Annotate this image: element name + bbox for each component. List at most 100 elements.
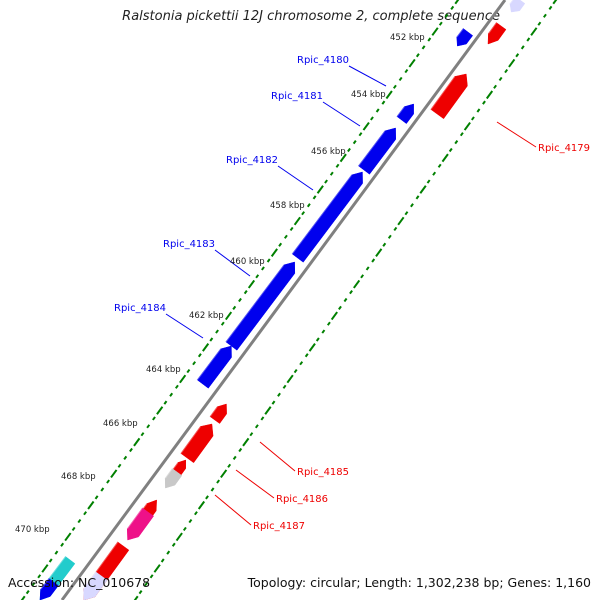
inner-ring-tick — [140, 432, 145, 437]
outer-ring-tick — [426, 179, 431, 184]
leader-line-reverse — [496, 121, 537, 148]
gene-top-pale-highlight — [509, 0, 514, 5]
gene-top-red — [487, 22, 507, 45]
gene-rpic-4180-highlight — [396, 106, 405, 117]
outer-ring-tick — [441, 153, 449, 163]
outer-ring-tick — [471, 116, 475, 121]
outer-ring-tick — [293, 368, 298, 374]
inner-ring-tick — [266, 258, 271, 263]
inner-ring-tick — [41, 564, 49, 573]
outer-ring-tick — [175, 532, 183, 542]
kbp-tick-labels: 452 kbp 454 kbp 456 kbp 458 kbp 460 kbp 462 k… — [15, 33, 425, 535]
gene-bottom-pale — [83, 571, 108, 600]
gene-lower-blue-highlight — [40, 577, 50, 590]
inner-ring-tick — [174, 384, 179, 389]
outer-ring-tick — [220, 469, 228, 479]
inner-ring-tick — [398, 76, 403, 82]
inner-ring-tick — [438, 21, 443, 26]
gene-label-reverse: Rpic_4186 — [276, 494, 328, 505]
outer-ring-tick — [454, 140, 459, 145]
outer-ring-tick — [308, 343, 316, 352]
outer-ring-tick — [419, 185, 427, 194]
inner-ring-tick — [152, 416, 156, 421]
outer-ring-tick — [182, 526, 187, 532]
outer-ring-tick — [330, 311, 338, 321]
inner-ring-tick — [220, 321, 225, 326]
gene-rpic-4183-highlight — [225, 264, 285, 343]
inner-ring-tick — [450, 5, 455, 10]
inner-ring-tick — [278, 242, 283, 247]
inner-ring-tick — [415, 53, 420, 58]
inner-ring-tick — [358, 132, 363, 137]
inner-ring-tick — [270, 248, 278, 257]
outer-ring-tick — [138, 590, 143, 595]
inner-ring-tick — [444, 13, 449, 18]
outer-ring-tick — [194, 511, 198, 516]
gene-rpic-4185 — [209, 403, 227, 424]
inner-ring-tick — [129, 447, 133, 453]
inner-ring-tick — [370, 116, 374, 121]
outer-ring-tick — [315, 337, 320, 342]
inner-ring-tick — [94, 495, 99, 500]
kbp-tick-label: 468 kbp — [61, 472, 96, 482]
outer-ring-tick — [286, 374, 294, 384]
gene-rpic-4187-highlight — [164, 468, 173, 479]
outer-ring-tick — [133, 595, 139, 600]
gene-rpic-4181 — [357, 127, 397, 175]
inner-ring-tick — [169, 392, 174, 397]
outer-ring-tick — [216, 479, 220, 484]
outer-ring-tick — [326, 321, 331, 326]
outer-ring-tick — [353, 279, 361, 289]
inner-ring-tick — [324, 179, 328, 184]
outer-ring-tick — [188, 518, 193, 524]
outer-ring-tick — [504, 68, 509, 74]
outer-ring-tick — [232, 455, 237, 460]
gene-rpic-4181-highlight — [357, 130, 386, 167]
outer-ring-tick — [149, 574, 154, 579]
outer-ring-tick — [463, 121, 471, 131]
outer-ring-tick — [365, 266, 370, 271]
gene-rpic-4182-highlight — [291, 174, 353, 255]
inner-ring-tick — [347, 147, 351, 153]
inner-ring-tick — [392, 84, 397, 89]
outer-ring-tick — [404, 211, 409, 216]
gene-label-reverse: Rpic_4179 — [538, 143, 590, 154]
outer-ring-tick — [437, 163, 442, 168]
outer-ring-tick — [304, 353, 309, 358]
kbp-tick-label: 470 kbp — [15, 525, 50, 535]
outer-ring-tick — [375, 248, 383, 257]
outer-ring-tick — [382, 242, 387, 247]
outer-ring-tick — [537, 21, 542, 26]
outer-ring-tick — [415, 195, 420, 200]
gene-upper-blue — [456, 28, 474, 47]
kbp-tick-label: 456 kbp — [311, 147, 346, 157]
outer-ring-tick — [508, 58, 516, 68]
outer-ring-tick — [371, 258, 376, 263]
gene-rpic-4185b-highlight — [180, 426, 201, 454]
inner-ring-tick — [375, 108, 380, 113]
gene-label-reverse: Rpic_4187 — [253, 521, 305, 532]
leader-line-reverse — [235, 469, 275, 499]
inner-ring-tick — [48, 558, 53, 563]
gene-rpic-4179 — [430, 73, 468, 120]
gene-label-forward: Rpic_4182 — [226, 155, 278, 166]
inner-ring-tick — [255, 274, 260, 279]
outer-ring-tick — [153, 564, 161, 573]
inner-ring-tick — [243, 290, 248, 295]
inner-ring-tick — [83, 511, 88, 516]
inner-ring-tick — [77, 518, 82, 524]
inner-ring-tick — [238, 297, 242, 303]
gene-pink — [126, 507, 154, 541]
inner-ring-tick — [146, 424, 151, 429]
gene-label-forward: Rpic_4180 — [297, 55, 349, 66]
outer-ring-tick — [349, 290, 353, 295]
gene-rpic-4187 — [164, 468, 183, 489]
inner-ring-tick — [37, 574, 42, 579]
gene-pink-highlight — [126, 507, 143, 530]
inner-ring-tick — [261, 266, 265, 271]
inner-ring-tick — [431, 27, 439, 36]
inner-ring-tick — [163, 400, 168, 405]
outer-ring-tick — [543, 13, 547, 18]
outer-ring-tick — [552, 0, 558, 5]
